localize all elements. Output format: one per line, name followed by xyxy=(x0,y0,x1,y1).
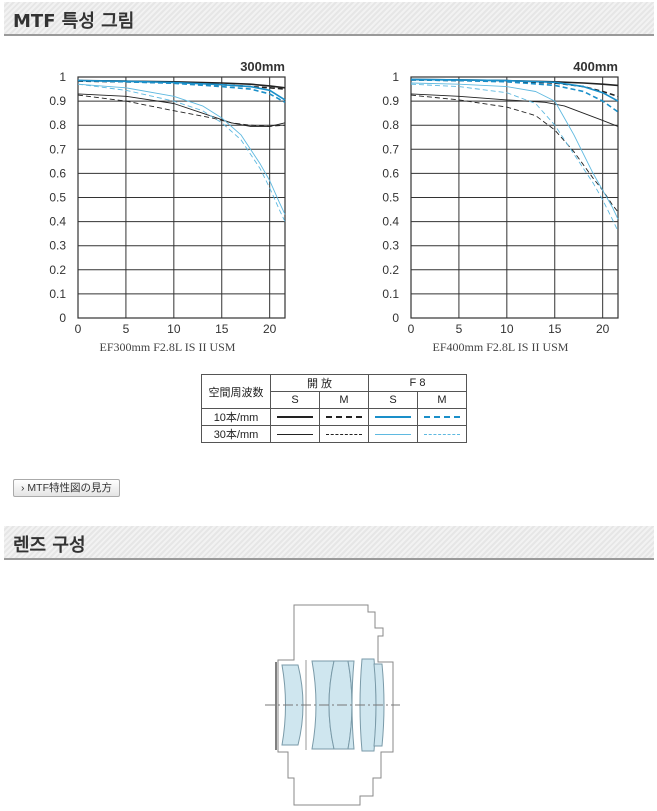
chart2-series-f8-30-M xyxy=(410,83,619,232)
chart1-series-f8-30-S xyxy=(77,83,286,215)
chart1-title: 300mm xyxy=(240,59,285,74)
chart1-xtick-label: 20 xyxy=(263,322,277,336)
legend-f8: F 8 xyxy=(368,374,467,392)
legend-swatch-open-30-s xyxy=(270,425,320,443)
chart2-series-f8-30-S xyxy=(410,82,619,220)
chart2-ytick-label: 0 xyxy=(392,311,399,325)
legend-swatch-f8-30-s xyxy=(368,425,418,443)
mtf-howto-button[interactable]: › MTF特性図の見方 xyxy=(13,479,120,497)
chart2-series-open-30-M xyxy=(410,94,619,213)
lens-section-title: 렌즈 구성 xyxy=(13,535,86,556)
chart2-series-f8-10-M xyxy=(410,79,619,113)
chart1-xlabel: EF300mm F2.8L IS II USM xyxy=(100,340,236,354)
chart1-series-open-30-S xyxy=(77,93,286,127)
legend-open-aperture: 開 放 xyxy=(270,374,369,392)
legend-swatch-open-10-s xyxy=(270,408,320,426)
mtf-section-header: MTF 특성 그림 xyxy=(4,2,654,36)
chart1-ytick-label: 0.2 xyxy=(49,263,66,277)
chart1-xtick-label: 5 xyxy=(123,322,130,336)
chart1-series-f8-10-M xyxy=(77,79,286,104)
legend-swatch-f8-10-m xyxy=(417,408,467,426)
chart2-ytick-label: 0.5 xyxy=(382,191,399,205)
mtf-section-title: MTF 특성 그림 xyxy=(13,11,135,32)
chart2-series-open-10-M xyxy=(410,79,619,98)
chart1-ytick-label: 0.9 xyxy=(49,94,66,108)
chart2-xtick-label: 15 xyxy=(548,322,562,336)
chart2-ytick-label: 0.9 xyxy=(382,94,399,108)
mtf-legend-table: 空間周波数 開 放 F 8 S M S M 10本/mm 30本/mm xyxy=(201,374,467,443)
legend-swatch-open-10-m xyxy=(319,408,369,426)
chart1-series-open-30-M xyxy=(77,94,286,127)
legend-swatch-open-30-m xyxy=(319,425,369,443)
chart1-ytick-label: 0.7 xyxy=(49,142,66,156)
chart2-ytick-label: 0.8 xyxy=(382,118,399,132)
chart1-ytick-label: 0.5 xyxy=(49,191,66,205)
legend-row-30: 30本/mm xyxy=(201,425,271,443)
chart1-ytick-label: 0.3 xyxy=(49,239,66,253)
chart1-ytick-label: 0.4 xyxy=(49,215,66,229)
chart2-ytick-label: 0.4 xyxy=(382,215,399,229)
chart1-ytick-label: 0.8 xyxy=(49,118,66,132)
chart2-series-f8-10-S xyxy=(410,78,619,102)
chart2-xtick-label: 20 xyxy=(596,322,610,336)
chart2-xtick-label: 0 xyxy=(408,322,415,336)
chart1-series-f8-30-M xyxy=(77,83,286,222)
lens-section-header: 렌즈 구성 xyxy=(4,526,654,560)
legend-swatch-f8-10-s xyxy=(368,408,418,426)
chart2-series-open-30-S xyxy=(410,93,619,127)
chart2-title: 400mm xyxy=(573,59,618,74)
legend-row-10: 10本/mm xyxy=(201,408,271,426)
chart1-xtick-label: 15 xyxy=(215,322,229,336)
chart1-xtick-label: 0 xyxy=(75,322,82,336)
legend-open-s: S xyxy=(270,391,320,409)
chart2-ytick-label: 0.6 xyxy=(382,166,399,180)
chart2-ytick-label: 0.2 xyxy=(382,263,399,277)
chart1-xtick-label: 10 xyxy=(167,322,181,336)
chart1-plot-frame xyxy=(77,76,286,319)
chart2-ytick-label: 0.7 xyxy=(382,142,399,156)
chart2-ytick-label: 0.1 xyxy=(382,287,399,301)
chart2-xtick-label: 5 xyxy=(456,322,463,336)
chart2-xlabel: EF400mm F2.8L IS II USM xyxy=(433,340,569,354)
chart2-ytick-label: 0.3 xyxy=(382,239,399,253)
chart1-ytick-label: 0.1 xyxy=(49,287,66,301)
chart2-ytick-label: 1 xyxy=(392,70,399,84)
legend-spatial-frequency: 空間周波数 xyxy=(201,374,271,409)
chart2-xtick-label: 10 xyxy=(500,322,514,336)
chart1-series-f8-10-S xyxy=(77,79,286,101)
chart1-ytick-label: 1 xyxy=(59,70,66,84)
legend-f8-m: M xyxy=(417,391,467,409)
chart1-ytick-label: 0 xyxy=(59,311,66,325)
chart2-plot-frame xyxy=(410,76,619,319)
chart1-ytick-label: 0.6 xyxy=(49,166,66,180)
legend-f8-s: S xyxy=(368,391,418,409)
legend-open-m: M xyxy=(319,391,369,409)
mtf-howto-label: MTF特性図の見方 xyxy=(27,482,112,494)
legend-swatch-f8-30-m xyxy=(417,425,467,443)
